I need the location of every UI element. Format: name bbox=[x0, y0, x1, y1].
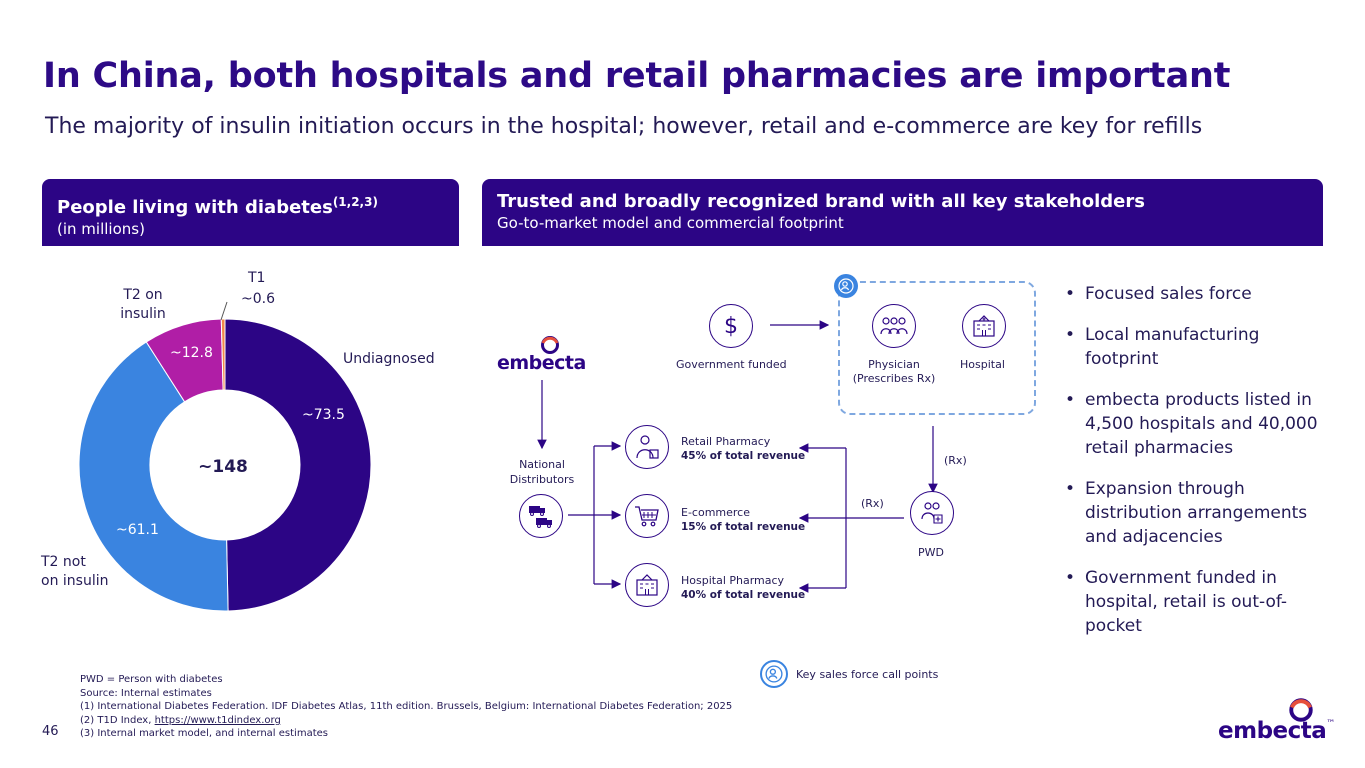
right-panel-subheading: Go-to-market model and commercial footpr… bbox=[497, 214, 844, 232]
hospital-label: Hospital bbox=[960, 358, 1005, 371]
embecta-wordmark: embecta™ bbox=[1218, 718, 1335, 744]
page-number: 46 bbox=[42, 724, 59, 739]
embecta-diagram-logo: embecta bbox=[496, 335, 586, 377]
sales-call-legend-icon bbox=[760, 660, 788, 688]
bullet-item: Focused sales force bbox=[1063, 282, 1333, 306]
bullet-item: embecta products listed in 4,500 hospita… bbox=[1063, 388, 1333, 460]
heading-superscript: (1,2,3) bbox=[332, 195, 378, 209]
category-label-t2-not-on-insulin: T2 not on insulin bbox=[41, 554, 109, 589]
ecommerce-name: E-commerce bbox=[681, 506, 750, 519]
hospital-pharmacy-node bbox=[625, 563, 669, 607]
pwd-label: PWD bbox=[918, 546, 944, 559]
stakeholder-box bbox=[838, 281, 1036, 415]
government-funded-node: $ bbox=[709, 304, 753, 348]
hospital-pharmacy-text: Hospital Pharmacy 40% of total revenue bbox=[681, 573, 805, 603]
retail-pharmacy-text: Retail Pharmacy 45% of total revenue bbox=[681, 434, 805, 464]
category-label-t1: T1 bbox=[248, 270, 266, 286]
pharmacist-icon bbox=[636, 435, 659, 459]
slice-label-t2-on-insulin: ~12.8 bbox=[170, 345, 213, 361]
category-label-t2-on-insulin: T2 on insulin bbox=[120, 287, 166, 322]
delivery-trucks-icon bbox=[529, 506, 552, 528]
retail-pharmacy-node bbox=[625, 425, 669, 469]
left-panel-heading: People living with diabetes(1,2,3) bbox=[57, 195, 378, 218]
national-distributors-label: National Distributors bbox=[509, 458, 575, 486]
right-panel-header: Trusted and broadly recognized brand wit… bbox=[482, 179, 1323, 246]
t1d-index-link[interactable]: https://www.t1dindex.org bbox=[154, 714, 281, 726]
government-funded-label: Government funded bbox=[676, 358, 787, 371]
footnote-source: Source: Internal estimates bbox=[80, 687, 212, 699]
dollar-icon: $ bbox=[724, 313, 738, 339]
footnote-pwd: PWD = Person with diabetes bbox=[80, 674, 223, 685]
hospital-node bbox=[962, 304, 1006, 348]
ecommerce-revenue: 15% of total revenue bbox=[681, 521, 806, 533]
rx-label-physician-to-pwd: (Rx) bbox=[944, 454, 967, 467]
page-title: In China, both hospitals and retail phar… bbox=[43, 56, 1231, 96]
physician-node bbox=[872, 304, 916, 348]
left-panel-subheading: (in millions) bbox=[57, 220, 145, 238]
hospital-building-icon bbox=[973, 315, 995, 337]
footnotes: PWD = Person with diabetes Source: Inter… bbox=[80, 673, 732, 741]
bullet-item: Expansion through distribution arrangeme… bbox=[1063, 477, 1333, 549]
pwd-node bbox=[910, 491, 954, 535]
slice-label-t2-not-on-insulin: ~61.1 bbox=[116, 522, 159, 538]
person-call-icon bbox=[838, 278, 854, 294]
sales-call-point-badge bbox=[834, 274, 858, 298]
embecta-diagram-wordmark: embecta bbox=[497, 352, 586, 374]
diagram-connectors bbox=[537, 320, 938, 593]
embecta-mark-icon bbox=[1289, 698, 1313, 722]
person-call-icon bbox=[765, 665, 783, 683]
left-panel-header: People living with diabetes(1,2,3) (in m… bbox=[42, 179, 459, 246]
category-label-undiagnosed: Undiagnosed bbox=[343, 351, 435, 367]
slice-label-undiagnosed: ~73.5 bbox=[302, 407, 345, 423]
footnote-3: (3) Internal market model, and internal … bbox=[80, 728, 328, 739]
shopping-cart-icon bbox=[635, 506, 659, 527]
t1-leader-line bbox=[220, 301, 228, 321]
embecta-logo: embecta™ bbox=[1216, 697, 1335, 747]
hospital-pharmacy-revenue: 40% of total revenue bbox=[681, 589, 806, 601]
key-points-list: Focused sales force Local manufacturing … bbox=[1063, 282, 1333, 655]
donut-slice-t2-not-on-insulin bbox=[78, 341, 229, 612]
donut-slice-undiagnosed bbox=[224, 318, 372, 612]
sales-call-legend-label: Key sales force call points bbox=[796, 668, 939, 681]
embecta-mark-icon bbox=[541, 336, 559, 354]
donut-center-label: ~148 bbox=[198, 457, 248, 477]
category-value-t1: ~0.6 bbox=[241, 291, 275, 307]
bullet-item: Local manufacturing footprint bbox=[1063, 323, 1333, 371]
donut-chart: ~148 bbox=[78, 318, 372, 612]
hospital-icon bbox=[636, 574, 658, 596]
page-subtitle: The majority of insulin initiation occur… bbox=[45, 114, 1203, 139]
hospital-pharmacy-name: Hospital Pharmacy bbox=[681, 574, 785, 587]
distributors-node bbox=[519, 494, 563, 538]
right-panel-heading: Trusted and broadly recognized brand wit… bbox=[497, 191, 1145, 212]
footnote-2: (2) T1D Index, https://www.t1dindex.org bbox=[80, 714, 281, 726]
person-with-diabetes-icon bbox=[921, 502, 943, 524]
physicians-icon bbox=[880, 317, 908, 335]
footnote-1: (1) International Diabetes Federation. I… bbox=[80, 701, 733, 712]
ecommerce-node bbox=[625, 494, 669, 538]
retail-pharmacy-revenue: 45% of total revenue bbox=[681, 450, 806, 462]
ecommerce-text: E-commerce 15% of total revenue bbox=[681, 505, 805, 535]
donut-slice-t1 bbox=[220, 318, 226, 391]
retail-pharmacy-name: Retail Pharmacy bbox=[681, 435, 771, 448]
bullet-item: Government funded in hospital, retail is… bbox=[1063, 566, 1333, 638]
rx-label-pwd-to-channels: (Rx) bbox=[861, 497, 884, 510]
physician-label: Physician (Prescribes Rx) bbox=[852, 358, 936, 385]
